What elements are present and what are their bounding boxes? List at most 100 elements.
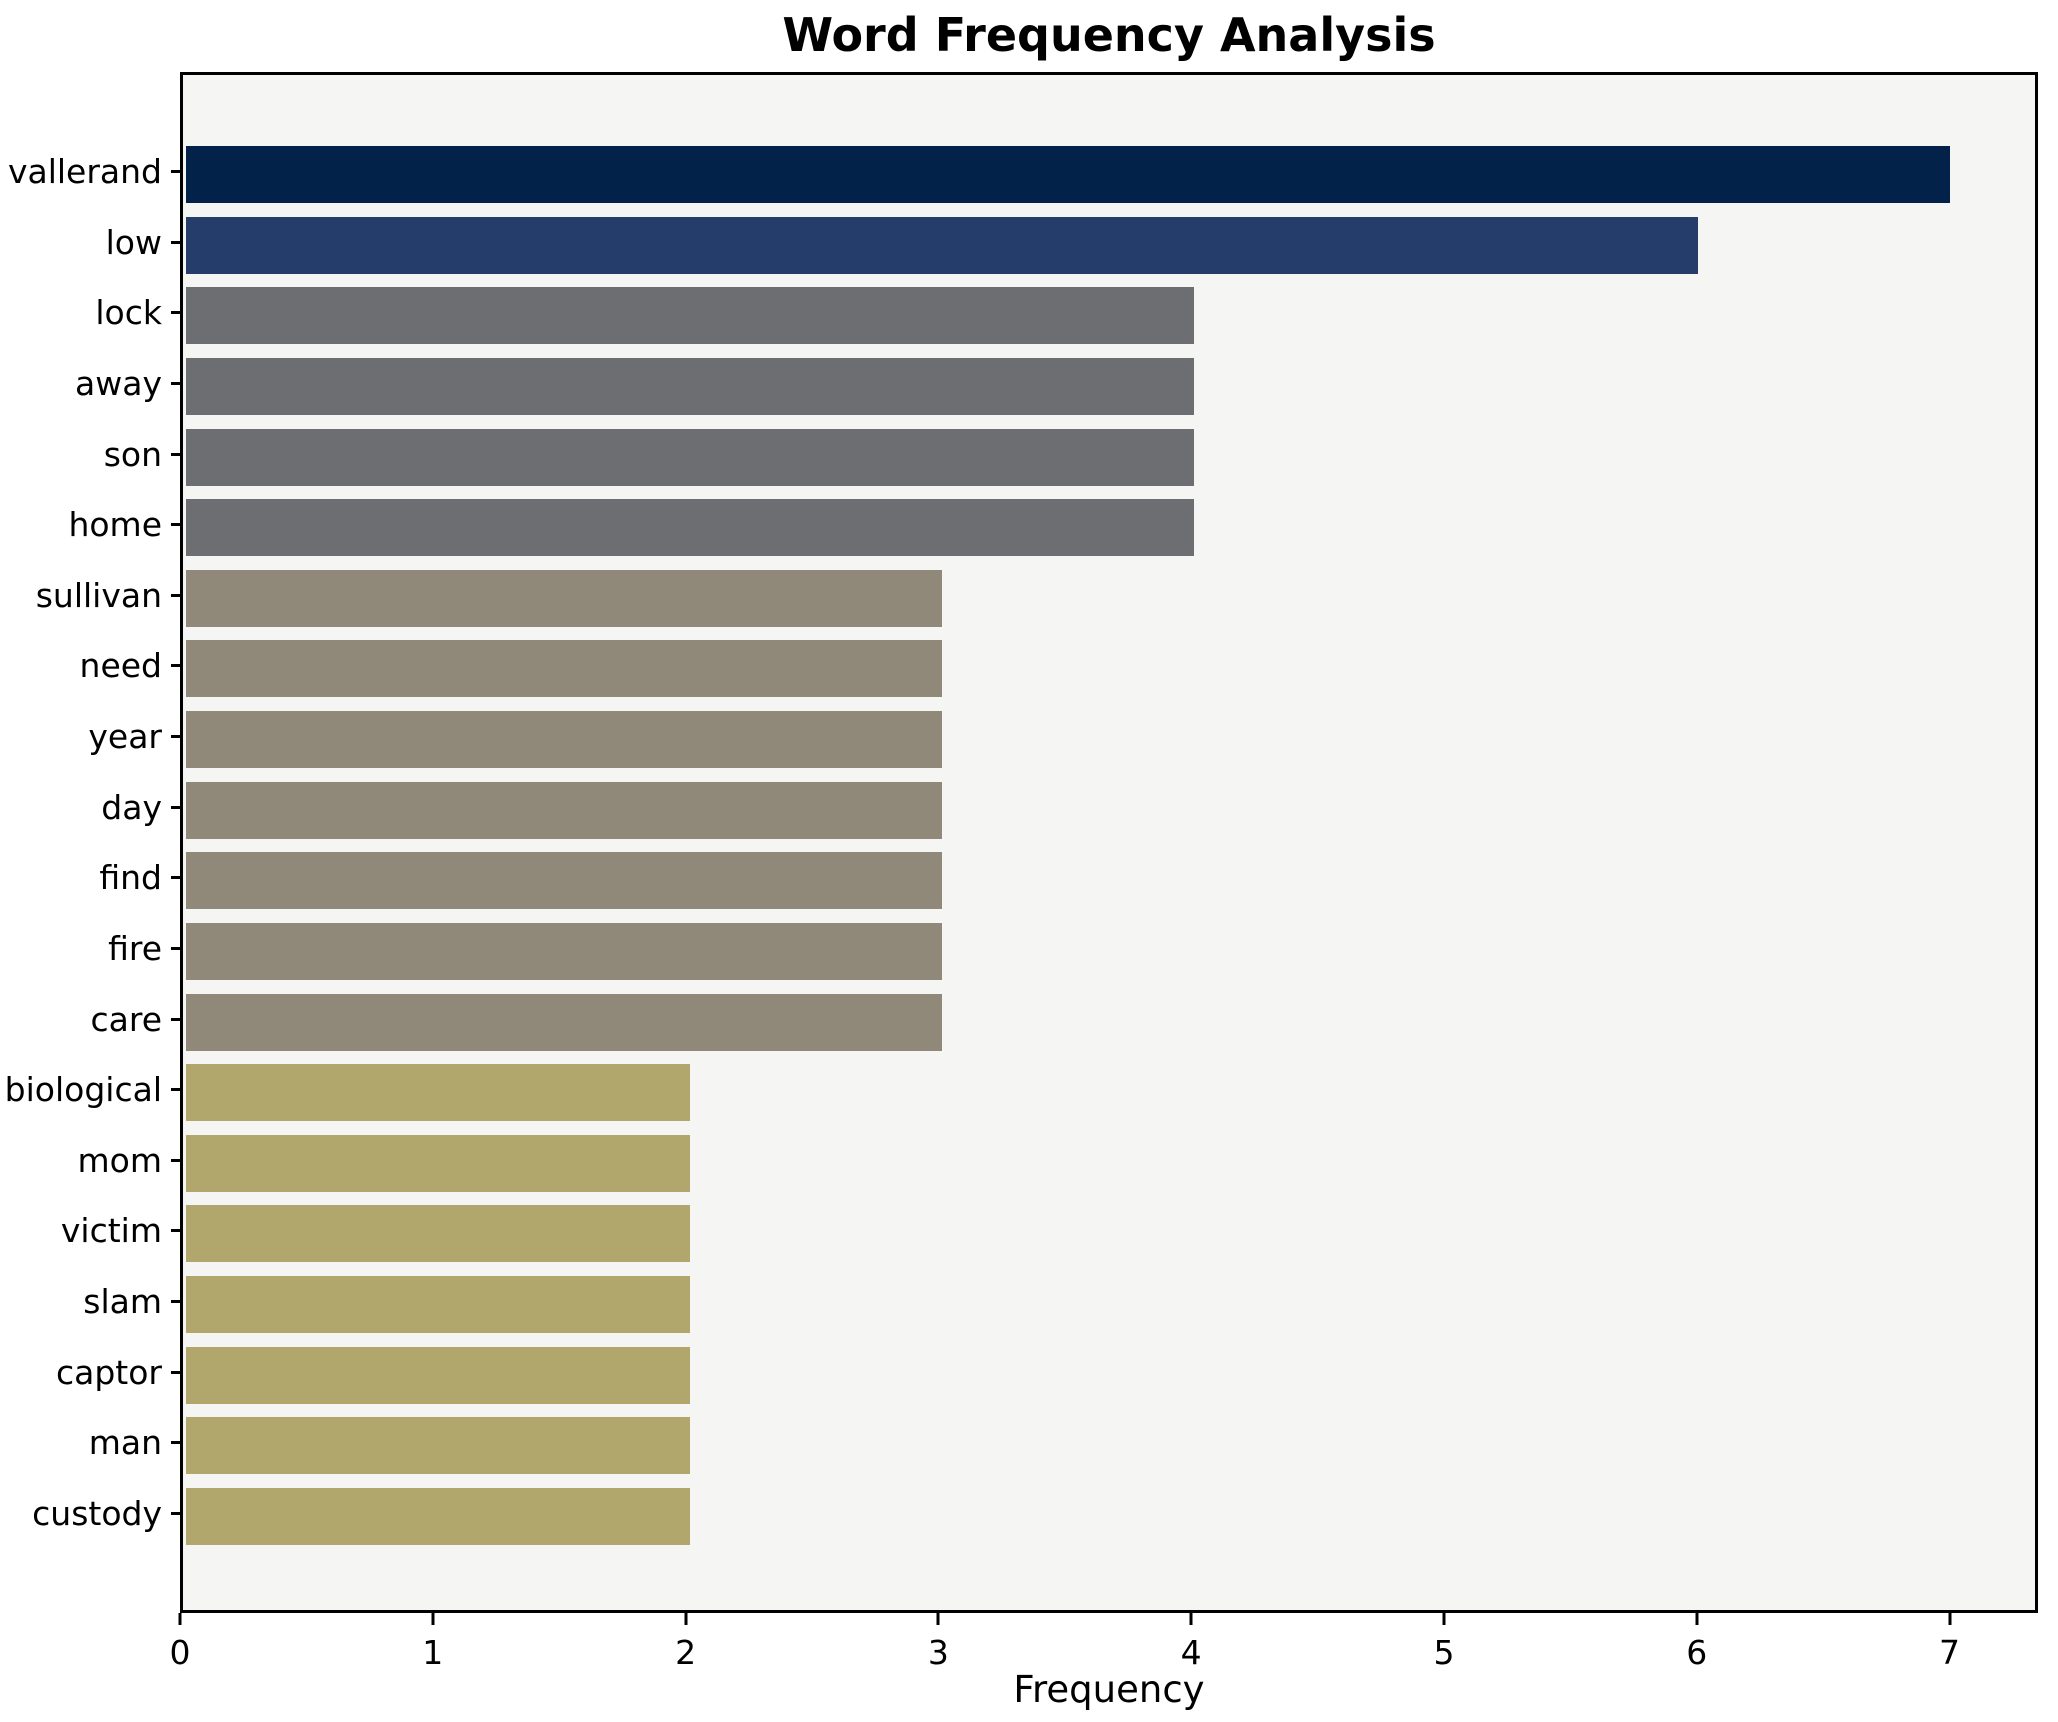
y-tick-mark [171,664,180,668]
x-tick: 4 [1181,1613,1202,1672]
y-tick-mark [171,311,180,315]
bar [186,922,942,980]
y-tick-mark [171,1511,180,1515]
bar [186,428,1194,486]
y-tick-row: away [0,355,180,412]
x-tick: 6 [1686,1613,1707,1672]
y-tick-mark [171,946,180,950]
bar [186,216,1698,274]
y-tick-row: find [0,849,180,906]
y-tick-label: captor [55,1352,162,1392]
bar [186,1205,690,1263]
y-tick-mark [171,1088,180,1092]
y-tick-mark [171,1370,180,1374]
x-tick-label: 1 [422,1633,444,1672]
x-tick-label: 4 [1180,1633,1202,1672]
y-tick-row: custody [0,1485,180,1542]
y-tick-label: mom [77,1140,162,1180]
chart-title: Word Frequency Analysis [782,8,1436,62]
y-tick-label: vallerand [7,152,162,191]
x-tick-label: 5 [1433,1633,1455,1672]
y-tick-row: fire [0,920,180,977]
bar [186,569,942,627]
x-tick: 3 [928,1613,949,1672]
x-tick-mark [178,1613,182,1625]
y-tick-label: biological [4,1070,162,1110]
x-tick: 2 [675,1613,696,1672]
y-tick-row: sullivan [0,567,180,624]
bar [186,781,942,839]
bar [186,993,942,1051]
x-tick-mark [1948,1613,1952,1625]
y-tick-mark [171,1300,180,1303]
y-tick-label: need [79,646,162,686]
x-tick: 0 [170,1613,191,1672]
x-tick-mark [431,1613,435,1625]
y-tick-label: find [99,858,162,898]
y-tick-row: captor [0,1344,180,1401]
x-tick-mark [1442,1613,1446,1625]
y-axis-labels: vallerand low lock away son home sullivan need y… [0,75,180,1610]
y-tick-mark [171,735,180,738]
y-tick-mark [171,381,180,385]
y-tick-mark [171,876,180,880]
y-tick-row: home [0,496,180,553]
y-tick-row: lock [0,284,180,341]
y-tick-mark [171,1158,180,1162]
y-tick-label: slam [83,1282,162,1321]
x-tick-mark [684,1613,688,1625]
x-axis: 0 1 2 3 4 5 6 7 [170,1613,2038,1683]
bars-layer [186,78,2038,1613]
y-tick-mark [171,170,180,173]
y-tick-row: man [0,1414,180,1471]
y-tick-row: son [0,426,180,483]
y-tick-row: mom [0,1132,180,1189]
y-tick-mark [171,805,180,809]
y-tick-label: custody [32,1493,162,1533]
bar [186,640,942,698]
y-tick-label: home [68,505,162,545]
x-tick: 5 [1433,1613,1454,1672]
y-tick-mark [171,1229,180,1233]
y-tick-row: vallerand [0,143,180,200]
y-tick-row: year [0,708,180,765]
bar [186,287,1194,345]
bar [186,1276,690,1333]
y-tick-mark [171,1017,180,1021]
x-tick-mark [1189,1613,1193,1625]
bar [186,1346,690,1404]
x-tick: 7 [1939,1613,1960,1672]
y-tick-label: away [75,363,162,403]
bar [186,1134,690,1192]
x-tick-label: 7 [1939,1633,1961,1672]
y-tick-mark [171,593,180,597]
x-tick-label: 0 [169,1633,191,1672]
y-tick-row: care [0,991,180,1048]
y-tick-label: care [90,999,162,1039]
bar [186,852,942,910]
y-tick-label: son [103,434,162,474]
y-tick-label: fire [108,928,162,968]
bar [186,146,1950,203]
bar [186,1487,690,1545]
y-tick-label: day [101,787,162,827]
y-tick-label: lock [95,293,162,333]
bar [186,499,1194,557]
x-tick-label: 3 [927,1633,949,1672]
y-tick-mark [171,1441,180,1445]
y-tick-mark [171,240,180,244]
y-tick-label: victim [60,1211,162,1251]
bar [186,711,942,768]
y-tick-row: victim [0,1202,180,1259]
y-tick-mark [171,523,180,527]
y-tick-label: year [88,717,162,756]
y-tick-row: slam [0,1273,180,1330]
y-tick-mark [171,452,180,456]
plot-area [180,72,2038,1613]
y-tick-label: man [88,1423,162,1463]
x-tick-mark [936,1613,940,1625]
x-tick-label: 6 [1686,1633,1708,1672]
x-tick-label: 2 [675,1633,697,1672]
y-tick-label: sullivan [35,575,162,615]
